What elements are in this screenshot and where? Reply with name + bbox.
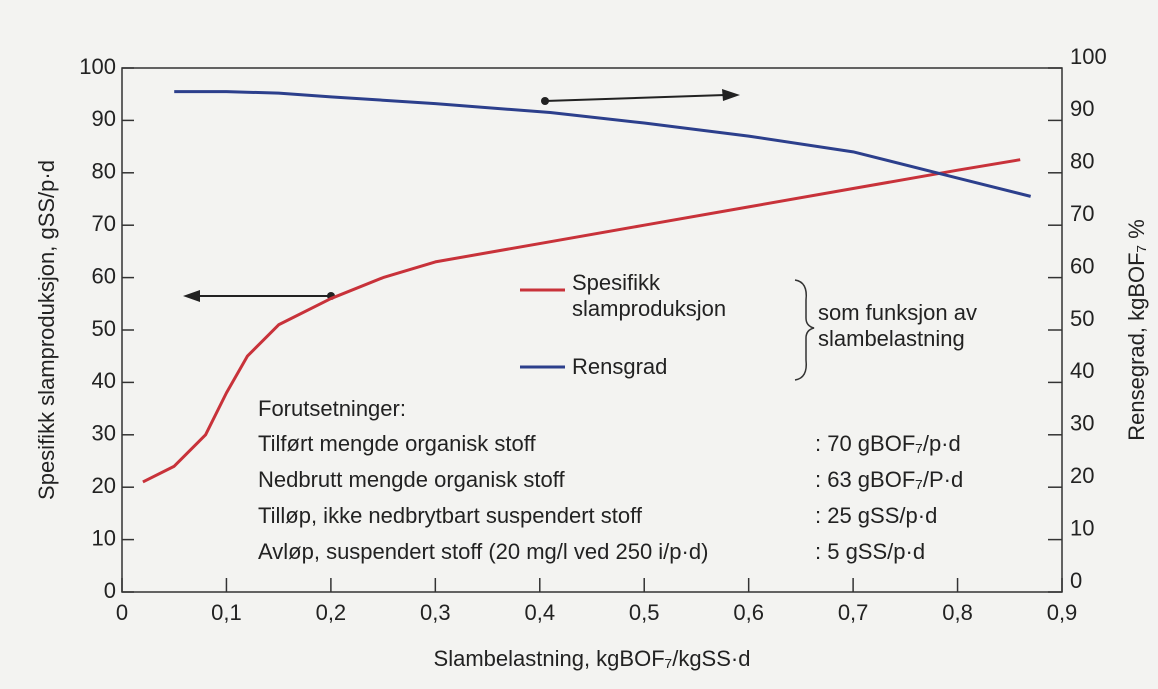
data-line	[142, 158, 1021, 484]
y-tick-label: 70	[92, 211, 116, 236]
y-tick-label: 50	[92, 316, 116, 341]
y2-tick-label: 80	[1070, 149, 1094, 174]
x-tick-label: 0,3	[420, 600, 451, 625]
y2-tick-label: 100	[1070, 44, 1107, 69]
y-tick-label: 10	[92, 525, 116, 550]
y2-tick-label: 70	[1070, 201, 1094, 226]
y-tick-label: 0	[104, 578, 116, 603]
x-tick-label: 0,9	[1047, 600, 1078, 625]
assumption-value: : 5 gSS/p·d	[815, 539, 925, 564]
y2-axis-label: Rensegrad, kgBOF₇ %	[1124, 219, 1149, 441]
y-tick-label: 80	[92, 159, 116, 184]
assumption-value: : 25 gSS/p·d	[815, 503, 937, 528]
x-tick-label: 0,8	[942, 600, 973, 625]
x-tick-label: 0,4	[524, 600, 555, 625]
y-tick-label: 20	[92, 473, 116, 498]
assumption-label: Tilløp, ikke nedbrytbart suspendert stof…	[258, 503, 643, 528]
y-tick-label: 30	[92, 421, 116, 446]
y-axis-label: Spesifikk slamproduksjon, gSS/p·d	[34, 160, 59, 500]
annotation: som funksjon av slambelastning	[818, 300, 977, 351]
x-tick-label: 0,5	[629, 600, 660, 625]
assumptions-title: Forutsetninger:	[258, 396, 406, 421]
assumption-label: Avløp, suspendert stoff (20 mg/l ved 250…	[258, 539, 708, 564]
data-line	[174, 90, 1032, 198]
y2-tick-label: 10	[1070, 515, 1094, 540]
y-tick-label: 100	[79, 54, 116, 79]
assumption-label: Tilført mengde organisk stoff	[258, 431, 536, 456]
x-tick-label: 0,1	[211, 600, 242, 625]
x-tick-label: 0,2	[316, 600, 347, 625]
y2-tick-label: 20	[1070, 463, 1094, 488]
y-tick-label: 90	[92, 106, 116, 131]
x-axis-label: Slambelastning, kgBOF₇/kgSS·d	[434, 646, 751, 671]
x-tick-label: 0,6	[733, 600, 764, 625]
y2-tick-label: 0	[1070, 568, 1082, 593]
y2-tick-label: 40	[1070, 358, 1094, 383]
assumption-label: Nedbrutt mengde organisk stoff	[258, 467, 565, 492]
y2-tick-label: 90	[1070, 96, 1094, 121]
x-tick-label: 0	[116, 600, 128, 625]
y-tick-label: 40	[92, 368, 116, 393]
assumption-value: : 70 gBOF₇/p·d	[815, 431, 961, 456]
legend-entry: Spesifikk slamproduksjon	[572, 270, 727, 321]
y-tick-label: 60	[92, 263, 116, 288]
legend-entry: Rensgrad	[572, 354, 668, 379]
y2-tick-label: 30	[1070, 411, 1094, 436]
x-tick-label: 0,7	[838, 600, 869, 625]
assumption-value: : 63 gBOF₇/P·d	[815, 467, 963, 492]
brace	[794, 279, 815, 381]
y2-tick-label: 60	[1070, 253, 1094, 278]
y2-tick-label: 50	[1070, 306, 1094, 331]
